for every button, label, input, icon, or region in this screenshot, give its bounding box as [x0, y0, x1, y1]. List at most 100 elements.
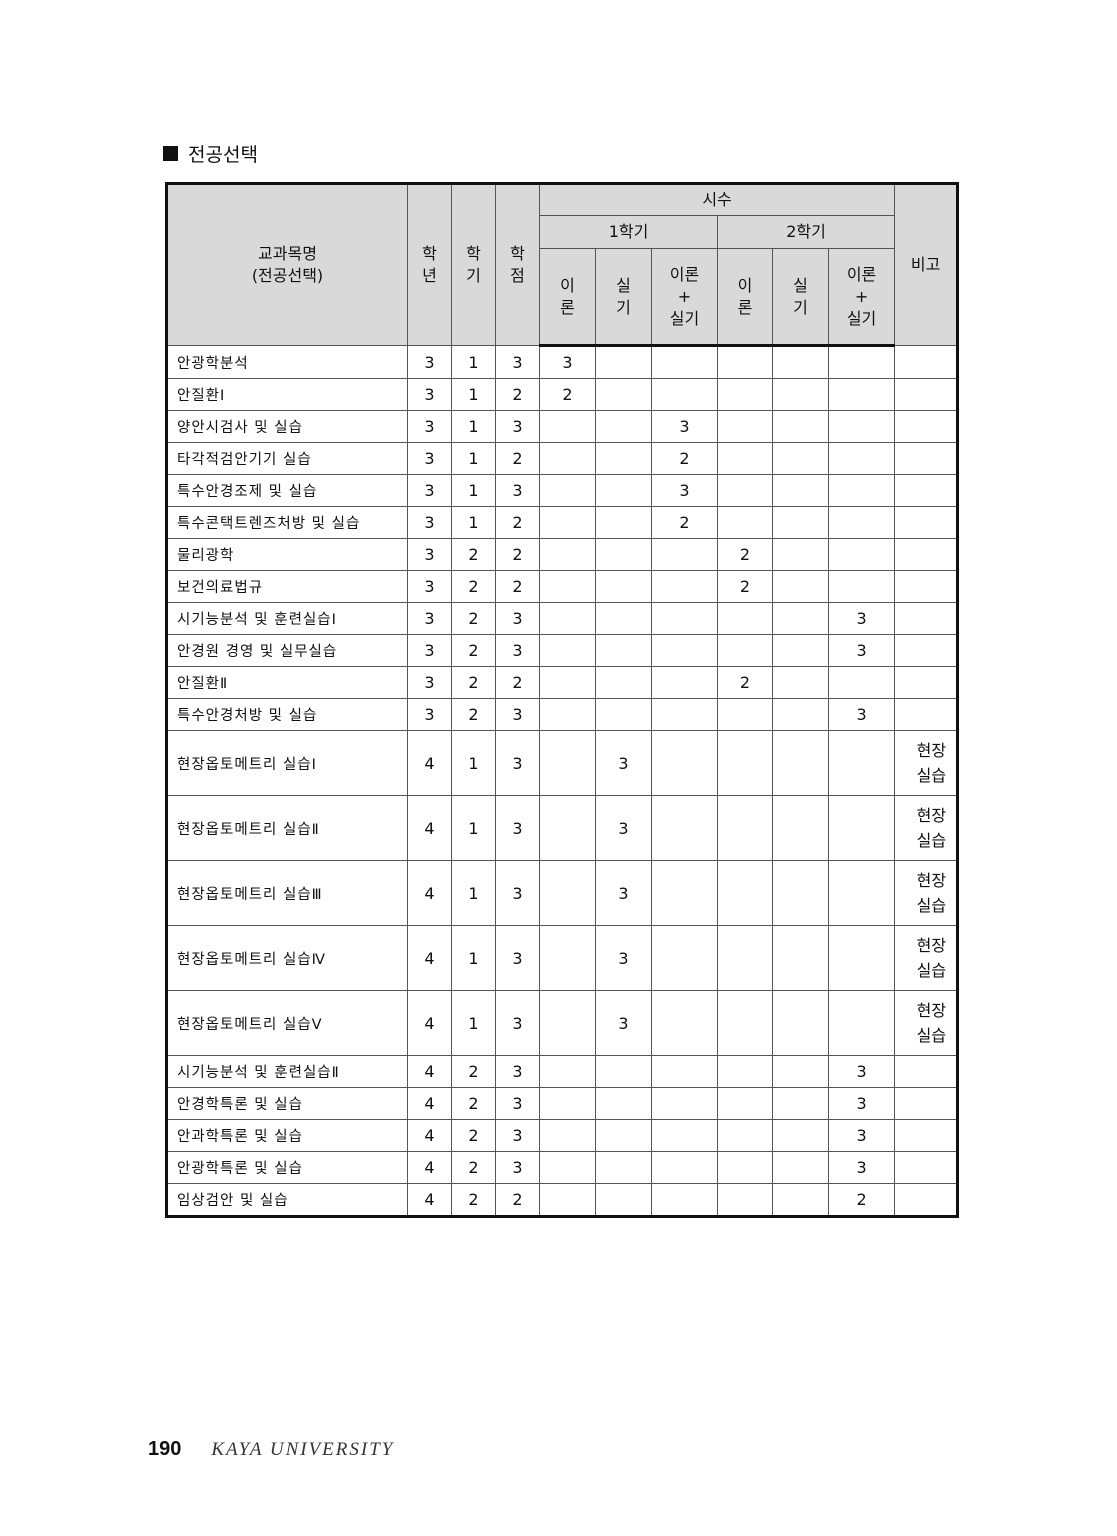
hours-cell — [717, 795, 773, 861]
hours-cell — [539, 538, 596, 571]
hours-cell — [827, 442, 896, 475]
hours-cell — [772, 378, 829, 411]
table-row: 현장옵토메트리 실습Ⅴ 4 1 3 3 현장 실습 — [166, 990, 959, 1056]
hours-cell — [539, 795, 596, 861]
remark-cell — [894, 506, 959, 539]
hours-cell — [595, 538, 652, 571]
header-sem1-both: 이론 + 실기 — [651, 248, 718, 347]
table-row: 안경원 경영 및 실무실습 3 2 3 3 — [166, 634, 959, 667]
remark-cell — [894, 1055, 959, 1088]
course-name: 현장옵토메트리 실습Ⅳ — [166, 925, 408, 991]
hours-cell — [539, 410, 596, 443]
remark-text: 현장 — [916, 806, 947, 825]
hours-cell — [827, 538, 896, 571]
hours-cell — [539, 925, 596, 991]
hours-cell: 3 — [595, 990, 652, 1056]
hours-cell — [827, 730, 896, 796]
credit-cell: 2 — [495, 1183, 540, 1217]
hours-cell — [595, 474, 652, 507]
semester-cell: 1 — [451, 990, 496, 1056]
hours-cell — [595, 1087, 652, 1120]
hours-cell — [539, 730, 596, 796]
remark-cell — [894, 410, 959, 443]
credit-cell: 3 — [495, 990, 540, 1056]
hours-cell — [539, 1151, 596, 1184]
year-cell: 3 — [407, 538, 452, 571]
course-name: 현장옵토메트리 실습Ⅴ — [166, 990, 408, 1056]
semester-cell: 1 — [451, 474, 496, 507]
section-title-text: 전공선택 — [188, 144, 258, 166]
hours-cell — [772, 442, 829, 475]
table-row: 시기능분석 및 훈련실습Ⅰ 3 2 3 3 — [166, 602, 959, 635]
hours-cell — [827, 570, 896, 603]
course-name: 현장옵토메트리 실습Ⅰ — [166, 730, 408, 796]
credit-cell: 2 — [495, 666, 540, 699]
hours-cell — [539, 860, 596, 926]
hours-cell — [651, 698, 718, 731]
hours-cell — [772, 1151, 829, 1184]
hours-cell: 2 — [717, 666, 773, 699]
hours-cell — [651, 634, 718, 667]
semester-cell: 1 — [451, 410, 496, 443]
hours-cell: 3 — [595, 925, 652, 991]
remark-cell: 현장 실습 — [894, 925, 959, 991]
hours-cell — [651, 378, 718, 411]
hours-cell — [595, 345, 652, 379]
hours-cell — [827, 990, 896, 1056]
semester-cell: 2 — [451, 666, 496, 699]
year-cell: 4 — [407, 1119, 452, 1152]
remark-cell: 현장 실습 — [894, 990, 959, 1056]
hours-cell — [772, 474, 829, 507]
semester-cell: 2 — [451, 602, 496, 635]
remark-cell — [894, 698, 959, 731]
hours-cell — [651, 795, 718, 861]
hours-cell — [772, 602, 829, 635]
table-row: 특수안경조제 및 실습 3 1 3 3 — [166, 474, 959, 507]
hours-cell: 3 — [651, 474, 718, 507]
hours-cell — [595, 570, 652, 603]
hours-cell — [595, 634, 652, 667]
hours-cell — [651, 1119, 718, 1152]
hours-cell — [651, 666, 718, 699]
semester-cell: 1 — [451, 730, 496, 796]
remark-text: 실습 — [916, 831, 947, 850]
semester-cell: 1 — [451, 506, 496, 539]
hours-cell: 3 — [827, 1055, 896, 1088]
page-footer: 190 KAYA UNIVERSITY — [148, 1438, 394, 1461]
hours-cell: 2 — [651, 442, 718, 475]
course-name: 물리광학 — [166, 538, 408, 571]
semester-cell: 1 — [451, 442, 496, 475]
hours-cell — [651, 1151, 718, 1184]
remark-cell — [894, 538, 959, 571]
semester-cell: 2 — [451, 1055, 496, 1088]
course-name: 특수안경처방 및 실습 — [166, 698, 408, 731]
hours-cell — [772, 506, 829, 539]
table-row: 타각적검안기기 실습 3 1 2 2 — [166, 442, 959, 475]
semester-cell: 1 — [451, 860, 496, 926]
hours-cell: 3 — [539, 345, 596, 379]
hours-cell — [539, 442, 596, 475]
remark-text: 현장 — [916, 741, 947, 760]
remark-text: 실습 — [916, 766, 947, 785]
remark-cell — [894, 378, 959, 411]
hours-cell — [772, 1055, 829, 1088]
hours-cell — [772, 1087, 829, 1120]
credit-cell: 3 — [495, 1119, 540, 1152]
semester-cell: 1 — [451, 925, 496, 991]
hours-cell — [772, 1119, 829, 1152]
hours-cell — [717, 925, 773, 991]
section-title: 전공선택 — [163, 140, 258, 167]
hours-cell — [772, 410, 829, 443]
remark-cell — [894, 666, 959, 699]
hours-cell — [717, 474, 773, 507]
hours-cell — [827, 345, 896, 379]
remark-cell — [894, 634, 959, 667]
hours-cell: 3 — [827, 634, 896, 667]
hours-cell — [772, 925, 829, 991]
hours-cell — [539, 1119, 596, 1152]
semester-cell: 1 — [451, 795, 496, 861]
